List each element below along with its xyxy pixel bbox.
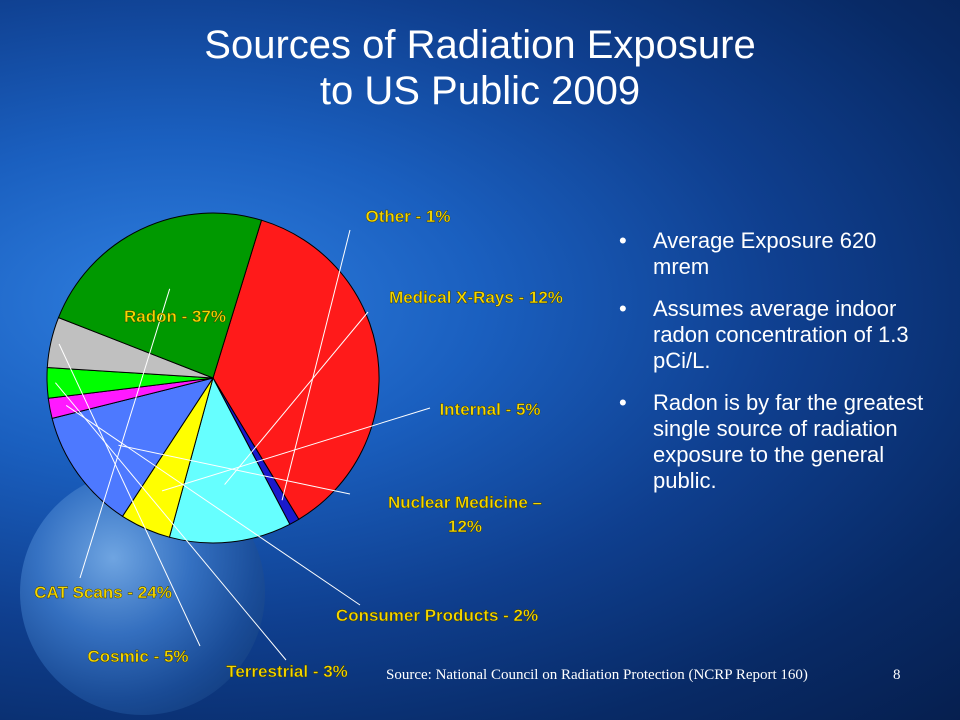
leader-line-terrestrial bbox=[55, 382, 287, 661]
data-label-medical-x-rays: Medical X-Rays - 12% bbox=[389, 288, 563, 307]
bullet-dot-icon: • bbox=[619, 390, 627, 415]
data-label-radon: Radon - 37% bbox=[124, 307, 226, 326]
pie-slice-radon bbox=[212, 219, 380, 520]
pie-slice-medical-x-rays bbox=[168, 376, 291, 544]
pie-slice-nuclear-medicine bbox=[51, 377, 215, 517]
data-label-terrestrial: Terrestrial - 3% bbox=[226, 662, 348, 681]
leader-line-medical-x-rays bbox=[224, 311, 369, 485]
title-line-1: Sources of Radiation Exposure bbox=[204, 23, 756, 67]
data-label-cat-scans: CAT Scans - 24% bbox=[34, 583, 172, 602]
leader-line-cat-scans bbox=[79, 288, 171, 579]
slide-number: 8 bbox=[893, 667, 901, 683]
bullet-text: Assumes average indoor radon concentrati… bbox=[653, 296, 909, 373]
source-citation: Source: National Council on Radiation Pr… bbox=[386, 667, 808, 683]
bullet-dot-icon: • bbox=[619, 296, 627, 321]
pie-slice-cat-scans bbox=[57, 212, 263, 379]
bullet-item: • Assumes average indoor radon concentrat… bbox=[615, 296, 935, 374]
leader-line-other bbox=[281, 229, 351, 501]
leader-line-nuclear-medicine bbox=[118, 444, 351, 495]
bullet-item: • Average Exposure 620 mrem bbox=[615, 228, 935, 280]
leader-line-consumer-products bbox=[65, 404, 361, 606]
bullet-dot-icon: • bbox=[619, 228, 627, 253]
data-label-cosmic: Cosmic - 5% bbox=[87, 647, 188, 666]
bullet-text: Average Exposure 620 mrem bbox=[653, 228, 877, 279]
slide-title: Sources of Radiation Exposure to US Publ… bbox=[0, 22, 960, 114]
bullet-list: • Average Exposure 620 mrem • Assumes aver… bbox=[615, 228, 935, 510]
leader-line-cosmic bbox=[58, 343, 201, 647]
data-label-other: Other - 1% bbox=[365, 207, 450, 226]
data-label-internal: Internal - 5% bbox=[439, 400, 540, 419]
leader-line-internal bbox=[161, 407, 431, 492]
data-label-nuclear-medicine: Nuclear Medicine – bbox=[388, 493, 542, 512]
title-line-2: to US Public 2009 bbox=[319, 69, 641, 113]
bullet-item: • Radon is by far the greatest single sou… bbox=[615, 390, 935, 494]
bullet-text: Radon is by far the greatest single sour… bbox=[653, 390, 924, 493]
data-label-consumer-products: Consumer Products - 2% bbox=[336, 606, 538, 625]
data-label-nuclear-medicine: 12% bbox=[448, 517, 482, 536]
